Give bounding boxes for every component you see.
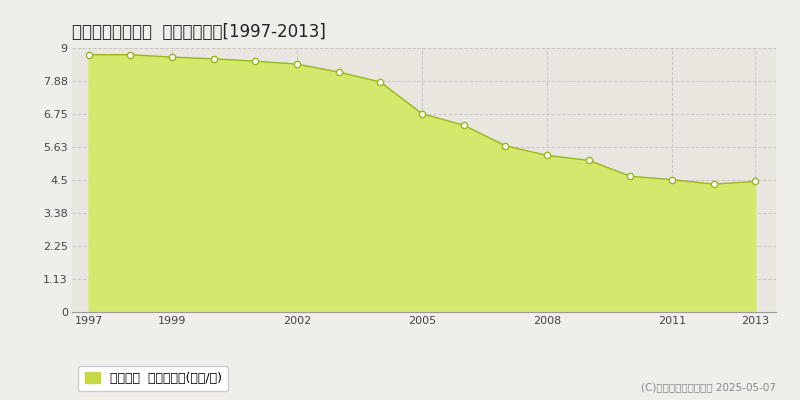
Text: (C)土地価格ドットコム 2025-05-07: (C)土地価格ドットコム 2025-05-07 [641,382,776,392]
Legend: 公示地価  平均坤単価(万円/坤): 公示地価 平均坤単価(万円/坤) [78,366,228,391]
Text: いわき市平下荒川  公示地価推移[1997-2013]: いわき市平下荒川 公示地価推移[1997-2013] [72,23,326,41]
